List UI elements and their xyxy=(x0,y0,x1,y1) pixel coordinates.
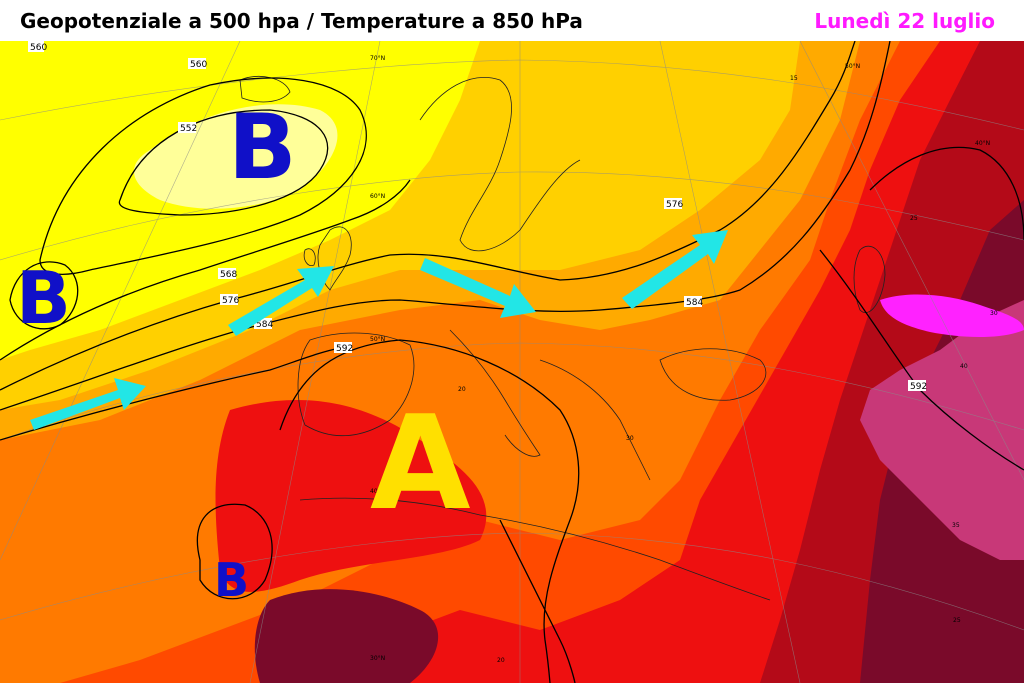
contour-east-ridge xyxy=(869,146,1024,241)
latitude-label: 40°N xyxy=(370,488,385,495)
british-isles-coast xyxy=(303,226,352,291)
north-africa-coast xyxy=(299,497,771,601)
isotherm-label: 30 xyxy=(626,435,634,442)
iberia-coast xyxy=(297,332,415,437)
isotherm-label: 25 xyxy=(953,617,961,624)
flow-arrow-atlantic xyxy=(30,378,146,430)
latitude-labels: 70°N 60°N 50°N 50°N 40°N 40°N 30°N xyxy=(370,55,990,662)
latitude-label: 50°N xyxy=(845,63,860,70)
band-maroon-africa xyxy=(254,589,439,683)
high-pressure-label: A xyxy=(370,387,471,539)
contour-label: 576 xyxy=(666,200,683,210)
graticule xyxy=(0,41,1024,683)
contour-label: 592 xyxy=(910,382,927,392)
italy-coast xyxy=(449,329,541,457)
scandinavia-coast xyxy=(419,77,581,252)
latitude-label: 60°N xyxy=(370,193,385,200)
contour-592-high xyxy=(279,339,580,683)
contour-south-trough xyxy=(499,519,576,683)
map-date: Lunedì 22 luglio xyxy=(814,9,995,33)
contour-labels: 560 560 552 568 576 584 592 576 584 592 xyxy=(28,41,927,392)
contour-low-west xyxy=(9,261,79,330)
isotherm-labels: 20 30 40 35 25 20 15 30 25 xyxy=(458,75,998,664)
contour-label: 552 xyxy=(180,124,197,134)
flow-arrow-northsea xyxy=(420,258,536,318)
isotherm-label: 40 xyxy=(960,363,968,370)
contour-592 xyxy=(0,347,341,441)
contour-cutoff-low xyxy=(196,503,273,600)
iceland-coast xyxy=(239,76,291,103)
balkans-coast xyxy=(539,359,651,481)
flow-arrow-baltic xyxy=(622,230,728,309)
low-pressure-label: B xyxy=(16,256,71,340)
contour-label: 568 xyxy=(220,270,237,280)
pressure-systems: B B A B xyxy=(16,95,471,607)
black-sea-coast xyxy=(659,348,767,401)
contour-560 xyxy=(39,77,367,275)
isotherm-label: 30 xyxy=(990,310,998,317)
contour-label: 592 xyxy=(336,344,353,354)
low-pressure-label: B xyxy=(214,553,249,607)
flow-arrows xyxy=(30,230,728,430)
map-title: Geopotenziale a 500 hpa / Temperature a … xyxy=(20,9,583,33)
contour-label: 584 xyxy=(256,320,273,330)
band-pink xyxy=(860,300,1024,560)
geopotential-contours xyxy=(0,41,1024,683)
caspian-coast xyxy=(853,245,886,313)
coastlines xyxy=(239,76,886,601)
isotherm-label: 20 xyxy=(458,386,466,393)
low-pressure-label: B xyxy=(228,95,297,200)
contour-label: 560 xyxy=(30,43,47,53)
isotherm-label: 20 xyxy=(497,657,505,664)
latitude-label: 70°N xyxy=(370,55,385,62)
latitude-label: 30°N xyxy=(370,655,385,662)
contour-label: 576 xyxy=(222,296,239,306)
latitude-label: 50°N xyxy=(370,336,385,343)
isotherm-label: 35 xyxy=(952,522,960,529)
isotherm-label: 15 xyxy=(790,75,798,82)
isotherm-label: 25 xyxy=(910,215,918,222)
weather-map: 560 560 552 568 576 584 592 576 584 592 … xyxy=(0,41,1024,683)
band-red-west xyxy=(215,400,487,592)
temperature-field xyxy=(0,41,1024,683)
band-magenta xyxy=(880,294,1024,337)
contour-584 xyxy=(0,41,891,411)
flow-arrow-biscay xyxy=(228,266,334,336)
contour-label: 584 xyxy=(686,298,703,308)
contour-label: 560 xyxy=(190,60,207,70)
contour-568 xyxy=(0,179,411,361)
contour-576 xyxy=(0,41,856,391)
latitude-label: 40°N xyxy=(975,140,990,147)
header-bar: Geopotenziale a 500 hpa / Temperature a … xyxy=(0,0,1024,41)
